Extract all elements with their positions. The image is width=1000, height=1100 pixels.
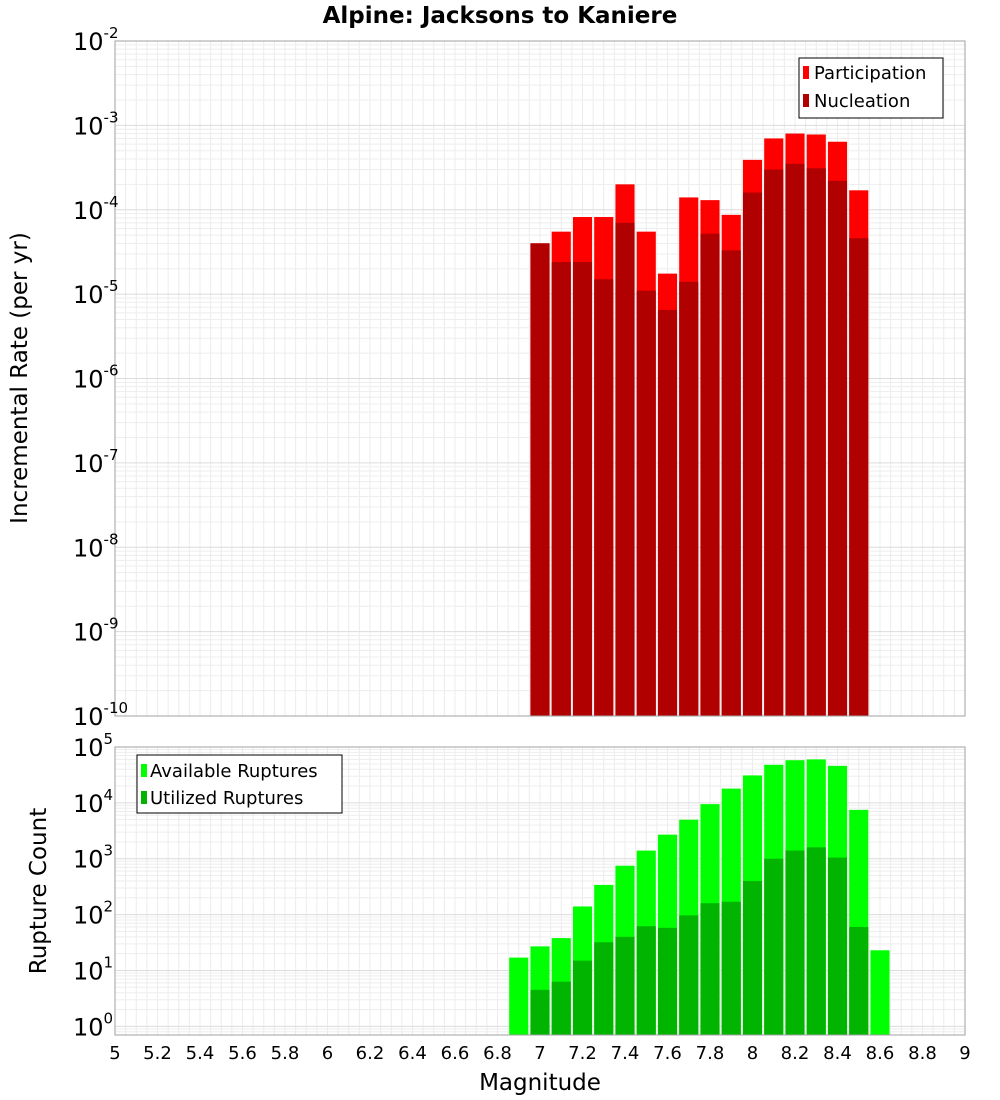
bottom-bar-utilized-ruptures xyxy=(572,960,593,1035)
bottom-plot-frame xyxy=(114,746,966,1036)
x-tick-label: 5.8 xyxy=(271,1043,300,1064)
legend-label-nucleation: Nucleation xyxy=(814,91,910,112)
top-y-tick-label: 10-9 xyxy=(73,615,119,647)
top-legend-box xyxy=(798,57,944,119)
x-tick-label: 7 xyxy=(534,1043,545,1064)
top-y-tick-label: 10-2 xyxy=(73,24,119,56)
x-tick-label: 8.6 xyxy=(866,1043,895,1064)
x-tick-label: 6.6 xyxy=(441,1043,470,1064)
legend-label-participation: Participation xyxy=(814,63,926,84)
x-tick-label: 8.8 xyxy=(908,1043,937,1064)
bottom-y-tick-labels: 105 104 103 102 101 100 xyxy=(73,730,113,1041)
bottom-bar-available-ruptures xyxy=(870,950,890,1035)
bottom-bar-available-ruptures xyxy=(509,957,529,1035)
legend-swatch-nucleation xyxy=(803,94,809,107)
bottom-bar-utilized-ruptures xyxy=(827,857,848,1035)
top-y-tick-label: 10-7 xyxy=(73,446,119,478)
top-y-tick-label: 10-4 xyxy=(73,193,119,225)
top-legend: Participation Nucleation xyxy=(798,57,944,119)
x-axis-label: Magnitude xyxy=(479,1070,601,1096)
x-tick-label: 6 xyxy=(322,1043,333,1064)
chart-title: Alpine: Jacksons to Kaniere xyxy=(323,3,678,29)
bottom-legend-box xyxy=(136,754,343,814)
legend-label-utilized: Utilized Ruptures xyxy=(150,788,303,809)
legend-swatch-utilized xyxy=(141,791,147,804)
legend-swatch-participation xyxy=(803,66,809,79)
legend-swatch-available xyxy=(141,764,147,777)
top-bar-nucleation xyxy=(764,169,784,716)
top-y-tick-label: 10-8 xyxy=(73,530,119,562)
top-plot-frame xyxy=(114,40,966,717)
bottom-bar-utilized-ruptures xyxy=(679,915,699,1035)
bottom-y-axis-label: Rupture Count xyxy=(26,808,52,974)
x-tick-label: 5.4 xyxy=(186,1043,215,1064)
top-bar-nucleation xyxy=(679,281,699,716)
bottom-bar-utilized-ruptures xyxy=(594,942,614,1035)
top-bar-nucleation xyxy=(530,243,550,717)
top-bar-nucleation xyxy=(657,309,678,716)
top-bar-nucleation xyxy=(785,163,805,717)
x-tick-label: 6.8 xyxy=(483,1043,512,1064)
x-tick-label: 7.4 xyxy=(611,1043,640,1064)
bottom-bar-utilized-ruptures xyxy=(551,981,571,1035)
x-tick-label: 7.2 xyxy=(568,1043,597,1064)
bottom-bar-utilized-ruptures xyxy=(530,989,550,1035)
x-tick-label: 6.4 xyxy=(398,1043,427,1064)
bottom-y-tick-label: 104 xyxy=(73,786,113,818)
top-panel: 10-2 10-3 10-4 10-5 10-6 10-7 10-8 10-9 10-10 In… xyxy=(7,24,966,731)
bottom-bar-utilized-ruptures xyxy=(615,936,635,1035)
bottom-bar-utilized-ruptures xyxy=(636,926,656,1035)
bottom-y-tick-label: 105 xyxy=(73,730,113,762)
x-tick-label: 9 xyxy=(959,1043,970,1064)
top-bar-nucleation xyxy=(700,233,720,716)
bottom-bar-utilized-ruptures xyxy=(742,880,763,1035)
bottom-y-tick-label: 103 xyxy=(73,842,113,874)
bottom-bar-utilized-ruptures xyxy=(849,927,869,1035)
top-bar-nucleation xyxy=(594,279,614,716)
top-y-tick-label: 10-6 xyxy=(73,362,119,394)
top-bar-nucleation xyxy=(572,262,593,716)
x-tick-label: 5 xyxy=(109,1043,120,1064)
top-bars xyxy=(530,133,869,717)
bottom-bar-utilized-ruptures xyxy=(806,847,826,1035)
x-tick-label: 8 xyxy=(747,1043,758,1064)
bottom-panel: 105 104 103 102 101 100 5 5.2 5.4 5.6 5.8 6 6.2 6.4 6… xyxy=(26,730,971,1096)
x-tick-label: 7.8 xyxy=(696,1043,725,1064)
bottom-bars xyxy=(509,759,890,1035)
top-bar-nucleation xyxy=(721,250,741,717)
top-y-axis-label: Incremental Rate (per yr) xyxy=(7,232,33,524)
top-bar-nucleation xyxy=(615,222,635,716)
bottom-bar-utilized-ruptures xyxy=(764,858,784,1035)
x-tick-label: 5.2 xyxy=(143,1043,172,1064)
top-bar-nucleation xyxy=(551,262,571,716)
top-bar-nucleation xyxy=(849,238,869,716)
x-tick-label: 7.6 xyxy=(653,1043,682,1064)
top-bar-nucleation xyxy=(806,168,826,716)
bottom-bar-utilized-ruptures xyxy=(657,927,678,1035)
top-bar-nucleation xyxy=(636,290,656,716)
top-y-tick-label: 10-3 xyxy=(73,108,119,140)
top-y-tick-label: 10-5 xyxy=(73,277,119,309)
x-tick-labels: 5 5.2 5.4 5.6 5.8 6 6.2 6.4 6.6 6.8 7 7.2 7.4 7.6 7.8 8… xyxy=(109,1043,970,1064)
top-y-tick-labels: 10-2 10-3 10-4 10-5 10-6 10-7 10-8 10-9 10-10 xyxy=(73,24,128,731)
bottom-y-tick-label: 101 xyxy=(73,953,113,985)
bottom-bar-utilized-ruptures xyxy=(721,901,741,1035)
bottom-y-tick-label: 102 xyxy=(73,898,113,930)
legend-label-available: Available Ruptures xyxy=(150,761,318,782)
x-tick-label: 8.2 xyxy=(781,1043,810,1064)
x-tick-label: 6.2 xyxy=(356,1043,385,1064)
bottom-bar-utilized-ruptures xyxy=(785,850,805,1035)
top-bar-nucleation xyxy=(742,192,763,717)
top-y-tick-label: 10-10 xyxy=(73,699,128,731)
bottom-bar-utilized-ruptures xyxy=(700,903,720,1035)
bottom-legend: Available Ruptures Utilized Ruptures xyxy=(136,754,343,814)
x-tick-label: 8.4 xyxy=(823,1043,852,1064)
bottom-y-tick-label: 100 xyxy=(73,1009,113,1041)
x-tick-label: 5.6 xyxy=(228,1043,257,1064)
top-bar-nucleation xyxy=(827,180,848,716)
